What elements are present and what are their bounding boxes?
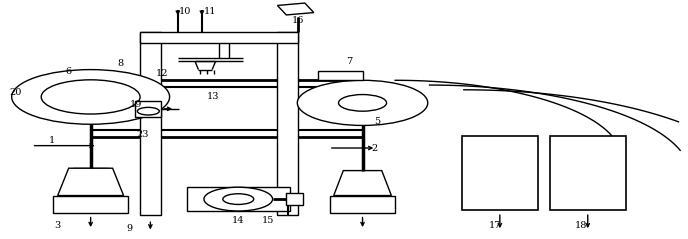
Text: 10: 10: [178, 7, 191, 16]
Bar: [318, 71, 363, 80]
Text: 7: 7: [346, 57, 353, 66]
Bar: [330, 196, 396, 213]
Text: 17: 17: [488, 221, 502, 230]
Text: 18: 18: [574, 221, 587, 230]
Bar: [53, 196, 129, 213]
Text: 8: 8: [118, 59, 124, 68]
Circle shape: [138, 107, 160, 115]
Text: 2: 2: [372, 143, 378, 152]
Bar: [140, 32, 161, 215]
Bar: [462, 136, 537, 210]
Bar: [186, 187, 290, 211]
Bar: [550, 136, 625, 210]
Text: 5: 5: [374, 117, 380, 126]
Text: 6: 6: [65, 67, 71, 76]
Text: 3: 3: [54, 221, 61, 230]
Circle shape: [297, 80, 428, 125]
Text: 19: 19: [130, 100, 142, 109]
Text: 9: 9: [127, 224, 133, 233]
Bar: [277, 32, 298, 215]
Text: 13: 13: [207, 92, 219, 101]
Text: 12: 12: [155, 69, 169, 78]
Circle shape: [204, 187, 272, 211]
Text: 11: 11: [204, 7, 216, 16]
Circle shape: [12, 70, 170, 124]
Circle shape: [338, 95, 387, 111]
Polygon shape: [58, 168, 124, 196]
Polygon shape: [277, 3, 314, 15]
Text: 14: 14: [231, 216, 244, 225]
Text: 15: 15: [262, 216, 275, 225]
Bar: [140, 32, 298, 43]
Bar: [286, 193, 303, 205]
Text: 23: 23: [137, 130, 149, 139]
Text: 1: 1: [49, 136, 55, 145]
Polygon shape: [334, 171, 391, 196]
Text: 20: 20: [10, 88, 22, 97]
Bar: [136, 101, 162, 117]
Circle shape: [223, 194, 254, 204]
Text: 16: 16: [292, 16, 304, 25]
Circle shape: [41, 80, 140, 114]
